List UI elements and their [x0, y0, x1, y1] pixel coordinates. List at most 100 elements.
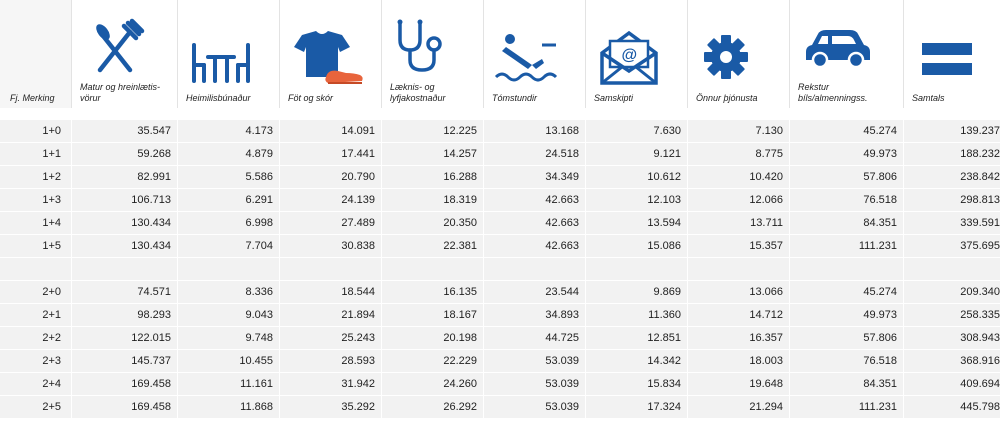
table-cell: 13.711 [688, 212, 790, 235]
header-label: Föt og skór [288, 93, 334, 103]
table-row: 1+3 106.713 6.291 24.139 18.319 42.663 12.103 1… [0, 189, 1000, 212]
row-label: 2+2 [0, 327, 72, 350]
table-cell: 21.894 [280, 304, 382, 327]
empty-cell [280, 258, 382, 281]
table-cell: 57.806 [790, 327, 904, 350]
row-label: 1+4 [0, 212, 72, 235]
table-cell: 13.168 [484, 120, 586, 143]
empty-cell [586, 258, 688, 281]
header-food: Matur og hreinlætis-vörur [72, 0, 178, 108]
header-label: Læknis- og lyfjakostnaður [390, 82, 446, 103]
empty-cell [72, 258, 178, 281]
header-label: Heimilisbúnaður [186, 93, 251, 103]
table-cell: 14.091 [280, 120, 382, 143]
table-cell: 15.086 [586, 235, 688, 258]
table-cell: 22.229 [382, 350, 484, 373]
table-cell: 42.663 [484, 212, 586, 235]
table-cell: 17.324 [586, 396, 688, 419]
row-label: 2+5 [0, 396, 72, 419]
table-row: 1+2 82.991 5.586 20.790 16.288 34.349 10.612 10… [0, 166, 1000, 189]
table-cell: 139.237 [904, 120, 1000, 143]
table-chairs-icon [186, 25, 275, 89]
table-cell: 20.790 [280, 166, 382, 189]
table-cell: 16.135 [382, 281, 484, 304]
table-cell: 31.942 [280, 373, 382, 396]
header-label: Önnur þjónusta [696, 93, 758, 103]
table-cell: 84.351 [790, 373, 904, 396]
row-label: 1+0 [0, 120, 72, 143]
table-row: 2+3 145.737 10.455 28.593 22.229 53.039 14.342… [0, 350, 1000, 373]
table-cell: 12.851 [586, 327, 688, 350]
table-cell: 11.360 [586, 304, 688, 327]
table-cell: 368.916 [904, 350, 1000, 373]
table-cell: 122.015 [72, 327, 178, 350]
table-cell: 24.518 [484, 143, 586, 166]
row-label: 2+3 [0, 350, 72, 373]
table-cell: 11.868 [178, 396, 280, 419]
table-cell: 238.842 [904, 166, 1000, 189]
table-cell: 9.748 [178, 327, 280, 350]
table-cell: 6.998 [178, 212, 280, 235]
table-cell: 27.489 [280, 212, 382, 235]
empty-cell [382, 258, 484, 281]
stethoscope-icon [390, 14, 479, 78]
table-cell: 209.340 [904, 281, 1000, 304]
table-cell: 35.292 [280, 396, 382, 419]
table-row: 2+5 169.458 11.868 35.292 26.292 53.039 17.324… [0, 396, 1000, 419]
table-cell: 18.319 [382, 189, 484, 212]
table-cell: 15.834 [586, 373, 688, 396]
table-cell: 13.066 [688, 281, 790, 304]
table-cell: 7.630 [586, 120, 688, 143]
table-row: 1+0 35.547 4.173 14.091 12.225 13.168 7.630 7.1… [0, 120, 1000, 143]
table-cell: 53.039 [484, 350, 586, 373]
table-cell: 22.381 [382, 235, 484, 258]
gear-icon [696, 25, 785, 89]
table-cell: 74.571 [72, 281, 178, 304]
table-cell: 10.612 [586, 166, 688, 189]
header-label: Matur og hreinlætis-vörur [80, 82, 161, 103]
empty-cell [484, 258, 586, 281]
table-cell: 4.173 [178, 120, 280, 143]
table-cell: 25.243 [280, 327, 382, 350]
table-cell: 445.798 [904, 396, 1000, 419]
row-label: 1+1 [0, 143, 72, 166]
table-cell: 20.198 [382, 327, 484, 350]
header-furniture: Heimilisbúnaður [178, 0, 280, 108]
table-cell: 28.593 [280, 350, 382, 373]
empty-cell [790, 258, 904, 281]
table-cell: 13.594 [586, 212, 688, 235]
table-row: 2+0 74.571 8.336 18.544 16.135 23.544 9.869 13.… [0, 281, 1000, 304]
header-other-services: Önnur þjónusta [688, 0, 790, 108]
table-cell: 14.257 [382, 143, 484, 166]
table-cell: 24.260 [382, 373, 484, 396]
table-cell: 45.274 [790, 120, 904, 143]
header-row: Fj. Merking Matur og hreinlæti [0, 0, 1000, 108]
table-cell: 9.121 [586, 143, 688, 166]
group-separator-row [0, 258, 1000, 281]
table-cell: 84.351 [790, 212, 904, 235]
empty-cell [904, 258, 1000, 281]
table-cell: 16.357 [688, 327, 790, 350]
table-cell: 7.130 [688, 120, 790, 143]
table-row: 1+5 130.434 7.704 30.838 22.381 42.663 15.086 1… [0, 235, 1000, 258]
header-label: Samtals [912, 93, 945, 103]
table-cell: 258.335 [904, 304, 1000, 327]
spacer-row [0, 108, 1000, 120]
table-cell: 76.518 [790, 350, 904, 373]
empty-cell [688, 258, 790, 281]
equals-icon [912, 25, 996, 89]
table-cell: 106.713 [72, 189, 178, 212]
header-label: Samskipti [594, 93, 634, 103]
car-icon [798, 14, 899, 78]
row-label: 2+0 [0, 281, 72, 304]
row-label: 1+5 [0, 235, 72, 258]
table-cell: 111.231 [790, 396, 904, 419]
table-cell: 49.973 [790, 304, 904, 327]
table-cell: 49.973 [790, 143, 904, 166]
table-cell: 21.294 [688, 396, 790, 419]
row-label: 1+3 [0, 189, 72, 212]
table-cell: 19.648 [688, 373, 790, 396]
table-cell: 30.838 [280, 235, 382, 258]
table-cell: 14.712 [688, 304, 790, 327]
table-cell: 111.231 [790, 235, 904, 258]
